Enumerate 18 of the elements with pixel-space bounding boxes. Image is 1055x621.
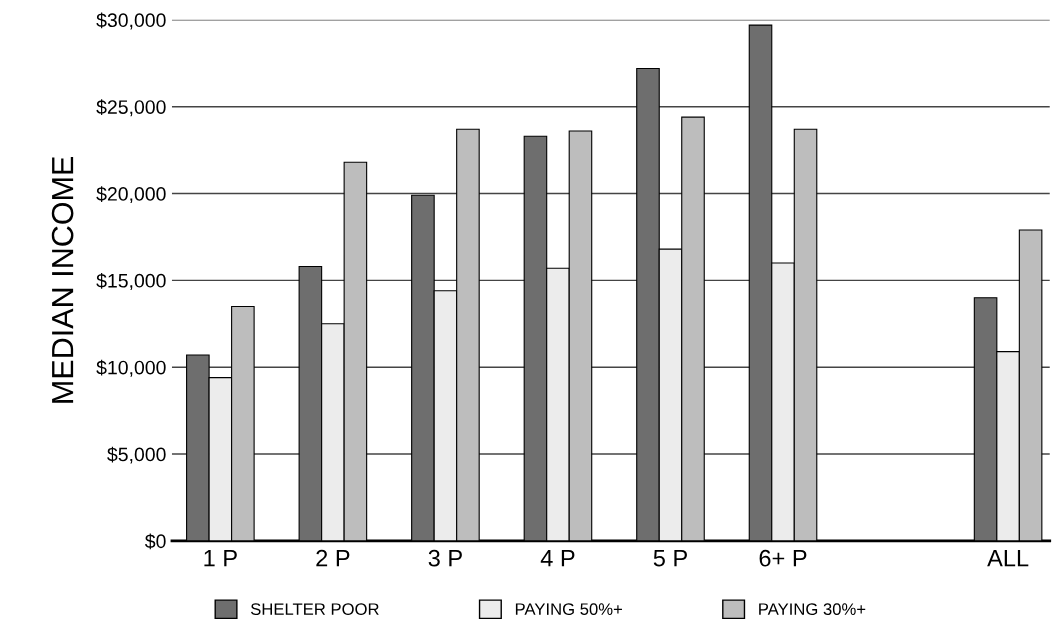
x-tick-label: 5 P [653,550,687,567]
y-tick-label: $15,000 [96,273,166,290]
legend-label: PAYING 30%+ [759,603,866,616]
y-axis-title: MEDIAN INCOME [51,156,74,403]
y-tick-label: $30,000 [96,12,166,30]
x-tick-label: 3 P [428,549,462,567]
x-tick-label: 4 P [540,550,575,567]
y-tick-label: $10,000 [96,359,166,377]
x-tick-label: 1 P [204,550,237,567]
y-tick-label: $25,000 [96,99,166,117]
y-tick-label: $0 [144,533,166,550]
x-tick-label: 2 P [316,549,350,567]
y-tick-label: $5,000 [107,446,166,464]
y-tick-label: $20,000 [96,186,166,204]
x-tick-label: ALL [987,550,1029,567]
x-tick-label: 6+ P [759,549,807,567]
legend-label: SHELTER POOR [250,603,379,616]
legend-label: PAYING 50%+ [515,603,622,616]
